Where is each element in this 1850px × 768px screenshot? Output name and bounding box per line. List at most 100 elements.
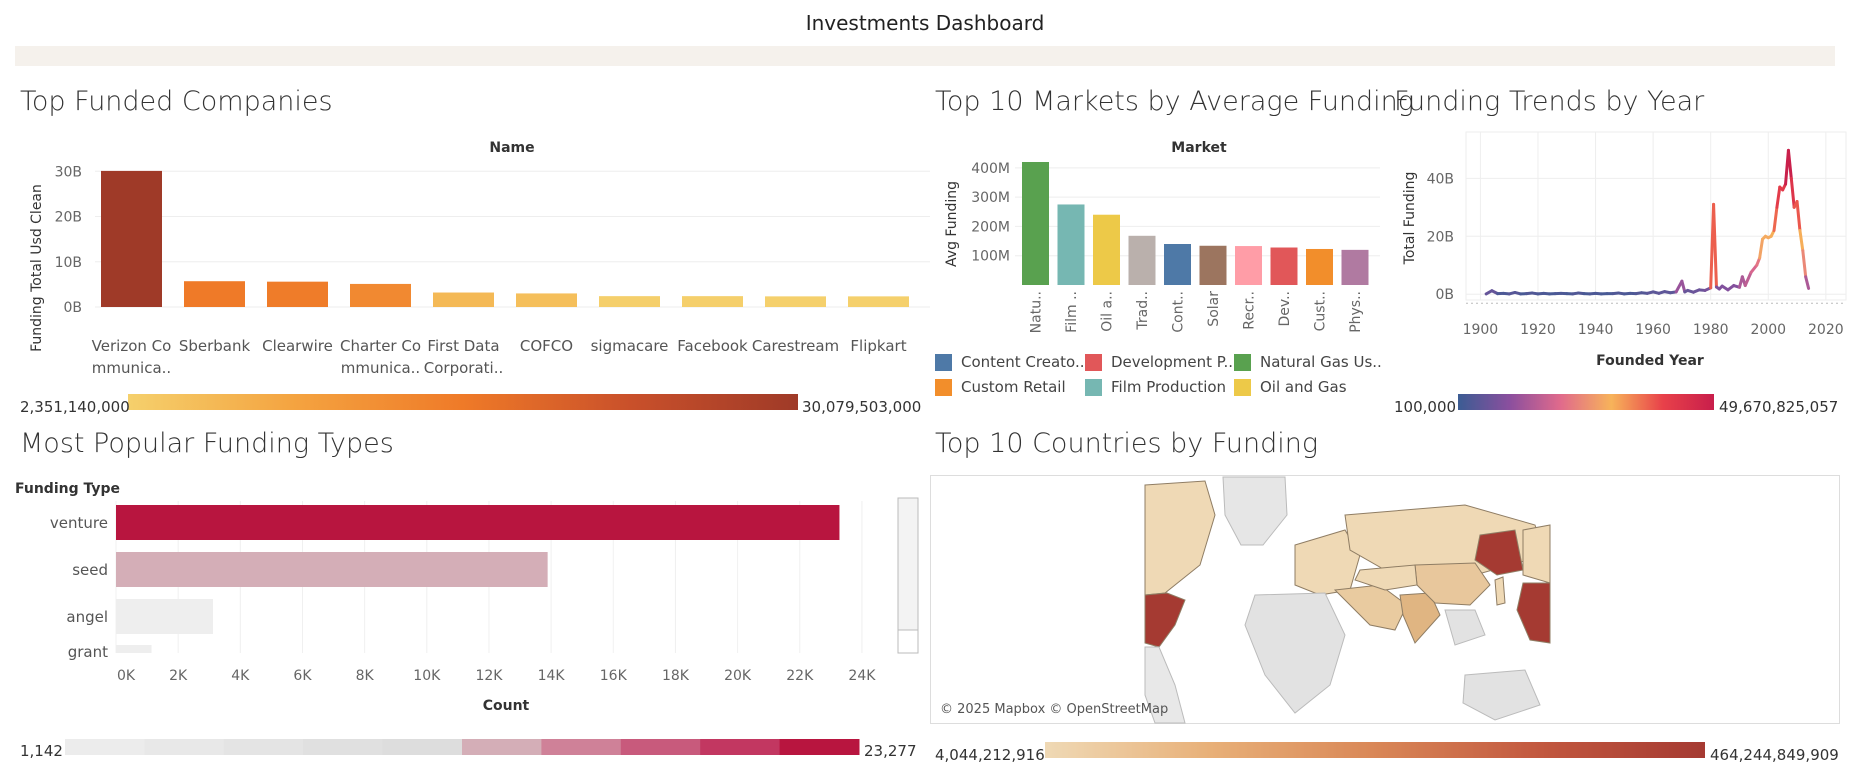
x-axis-title: Founded Year	[1596, 353, 1704, 369]
top-markets-chart[interactable]: Market Avg Funding 100M 200M 300M 400M Natu.. F…	[935, 128, 1385, 350]
x-tick-label: 12K	[475, 668, 503, 684]
x-tick-label: 14K	[538, 668, 566, 684]
legend-swatch	[1234, 353, 1251, 371]
legend-label: Oil and Gas	[1260, 378, 1347, 396]
bar-7	[1270, 247, 1298, 285]
x-tick-label: Flipkart	[850, 337, 906, 355]
x-tick-label: COFCO	[520, 337, 573, 355]
bar-3	[350, 283, 411, 307]
bar-0	[101, 170, 162, 307]
x-tick-label: 2000	[1750, 322, 1786, 338]
line-segment-57	[1772, 205, 1779, 232]
color-legend-min: 1,142	[20, 742, 63, 760]
line-segment-52	[1758, 237, 1765, 260]
line-segment-58	[1775, 185, 1782, 209]
country-greenland	[1222, 476, 1288, 546]
x-tick-label: 1960	[1635, 322, 1671, 338]
color-legend-step	[779, 739, 860, 755]
y-tick-label: 400M	[971, 161, 1010, 177]
x-tick-label: 1920	[1520, 322, 1556, 338]
y-tick-label: 0B	[63, 300, 82, 316]
y-tick-label: seed	[72, 561, 108, 579]
map-attribution: © 2025 Mapbox © OpenStreetMap	[940, 702, 1169, 717]
y-axis-title: Funding Type	[15, 481, 120, 497]
title-band	[15, 46, 1835, 66]
legend-item[interactable]: Film Production	[1085, 378, 1226, 396]
x-tick-label: Phys..	[1348, 291, 1364, 333]
bar-6	[1235, 246, 1262, 285]
y-axis-title: Funding Total Usd Clean	[29, 184, 45, 352]
x-tick-label: 6K	[293, 668, 312, 684]
y-tick-label: 30B	[55, 164, 82, 180]
legend-swatch	[1085, 353, 1102, 371]
y-axis-title: Avg Funding	[944, 181, 960, 267]
legend-item[interactable]: Natural Gas Us..	[1234, 353, 1382, 371]
color-legend-ramp	[1045, 742, 1705, 758]
funding-trends-chart[interactable]: 1900 1920 1940 1960 1980 2000 2020 0B 20B 40B Foun…	[1394, 128, 1850, 420]
legend-item[interactable]: Development P..	[1085, 353, 1233, 371]
x-tick-label: 1940	[1578, 322, 1614, 338]
bar-1	[184, 281, 245, 307]
countries-color-legend: 4,044,212,916 464,244,849,909	[935, 742, 1839, 764]
x-tick-label: 20K	[724, 668, 752, 684]
x-tick-label: mmunica..	[92, 359, 171, 377]
x-tick-label: 22K	[786, 668, 814, 684]
top-funded-chart[interactable]: Name Funding Total Usd Clean 0B 10B 20B 30B Ve…	[0, 128, 935, 420]
bar-4	[1164, 244, 1191, 285]
region-south-america	[1144, 646, 1186, 724]
x-axis-title: Market	[1171, 140, 1227, 156]
top-countries-title: Top 10 Countries by Funding	[935, 428, 1319, 459]
y-tick-label: grant	[68, 643, 108, 661]
funding-types-chart[interactable]: Funding Type 0K 2K 4K 6K 8K 10K 12K 14K 16K 18K 20K…	[0, 475, 935, 768]
x-tick-label: Facebook	[677, 337, 748, 355]
color-legend-step	[462, 739, 542, 755]
x-tick-label: mmunica..	[341, 359, 420, 377]
x-tick-label: Natu..	[1029, 291, 1045, 333]
y-tick-label: 20B	[1427, 229, 1454, 245]
countries-map[interactable]	[930, 475, 1840, 725]
legend-item[interactable]: Content Creato..	[935, 353, 1085, 371]
scrollbar-thumb	[897, 629, 919, 654]
bar-9	[1341, 249, 1369, 285]
bar-5	[516, 293, 577, 307]
country-usa-east	[1516, 582, 1551, 644]
y-tick-label: 0B	[1435, 287, 1454, 303]
x-tick-label: 1900	[1463, 322, 1499, 338]
map-area	[1144, 476, 1551, 724]
legend-item[interactable]: Custom Retail	[935, 378, 1066, 396]
bar-8	[1306, 248, 1333, 285]
dashboard-title: Investments Dashboard	[805, 11, 1045, 35]
x-tick-label: Cust..	[1313, 291, 1329, 331]
region-se-asia	[1444, 609, 1486, 646]
top-markets-title: Top 10 Markets by Average Funding	[935, 86, 1414, 117]
x-tick-label: Film ..	[1064, 291, 1080, 333]
y-axis-title: Total Funding	[1402, 172, 1418, 266]
region-africa	[1244, 592, 1346, 714]
color-legend-max: 49,670,825,057	[1719, 398, 1838, 416]
x-tick-label: 8K	[356, 668, 375, 684]
line-segment-62	[1786, 148, 1793, 180]
color-legend-min: 2,351,140,000	[20, 398, 130, 416]
color-legend-step	[303, 739, 384, 755]
x-axis-title: Count	[483, 698, 530, 714]
legend-label: Custom Retail	[961, 378, 1066, 396]
x-tick-label: Sberbank	[179, 337, 251, 355]
color-legend-step	[65, 739, 145, 755]
legend-item[interactable]: Oil and Gas	[1234, 378, 1347, 396]
x-axis-title: Name	[489, 140, 534, 156]
legend-label: Development P..	[1111, 353, 1233, 371]
y-tick-label: 10B	[55, 255, 82, 271]
color-legend-min: 100,000	[1394, 398, 1456, 416]
country-japan	[1494, 576, 1506, 606]
bar-0	[1022, 162, 1049, 285]
y-tick-label: 200M	[971, 219, 1010, 235]
bar-9	[848, 296, 909, 307]
legend-label: Film Production	[1111, 378, 1227, 396]
line-segment-50	[1749, 263, 1759, 274]
plot-frame	[1465, 131, 1847, 301]
bar-4	[433, 292, 494, 307]
x-tick-label: Carestream	[752, 337, 839, 355]
y-tick-label: 100M	[971, 249, 1010, 265]
country-kazakhstan	[1354, 564, 1418, 591]
country-usa-west	[1144, 592, 1186, 648]
